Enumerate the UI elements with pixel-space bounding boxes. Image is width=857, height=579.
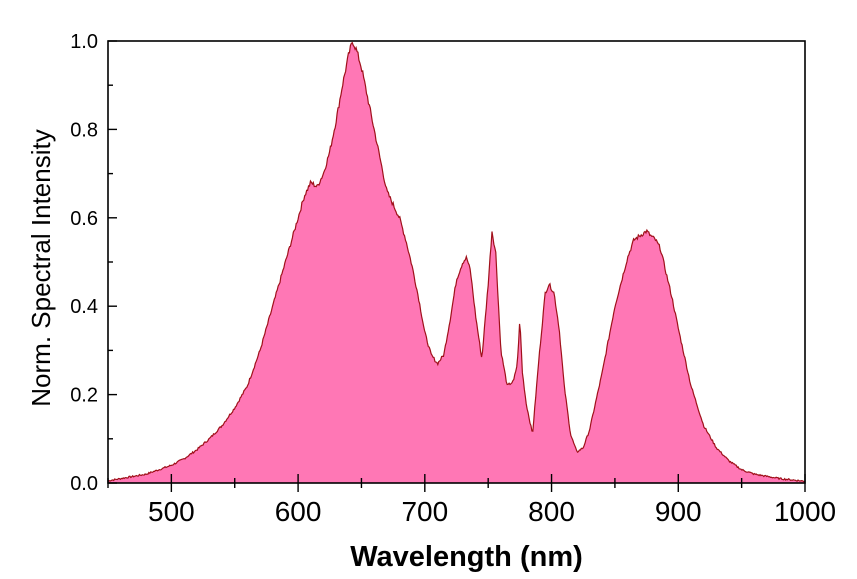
y-tick-label: 0.2 (70, 385, 98, 407)
x-axis-ticks: 500 600 700 800 900 1000 (107, 474, 836, 527)
y-tick-label: 0.8 (70, 119, 98, 141)
x-tick-label: 900 (655, 496, 702, 527)
y-axis-title: Norm. Spectral Intensity (26, 129, 56, 406)
plot-frame (107, 40, 806, 484)
y-axis-ticks: 0.0 0.2 0.4 0.6 0.8 1.0 (70, 31, 117, 495)
x-axis-title: Wavelength (nm) (350, 541, 583, 573)
plot-area (107, 41, 805, 484)
x-tick-label: 700 (401, 496, 448, 527)
x-tick-label: 600 (275, 496, 322, 527)
x-tick-label: 800 (528, 496, 575, 527)
spectrum-line (107, 41, 805, 483)
y-tick-label: 1.0 (70, 31, 98, 53)
y-tick-label: 0.0 (70, 473, 98, 495)
y-tick-label: 0.6 (70, 208, 98, 230)
x-tick-label: 1000 (774, 496, 836, 527)
spectrum-area (108, 42, 805, 484)
x-tick-label: 500 (148, 496, 195, 527)
y-tick-label: 0.4 (70, 296, 98, 318)
